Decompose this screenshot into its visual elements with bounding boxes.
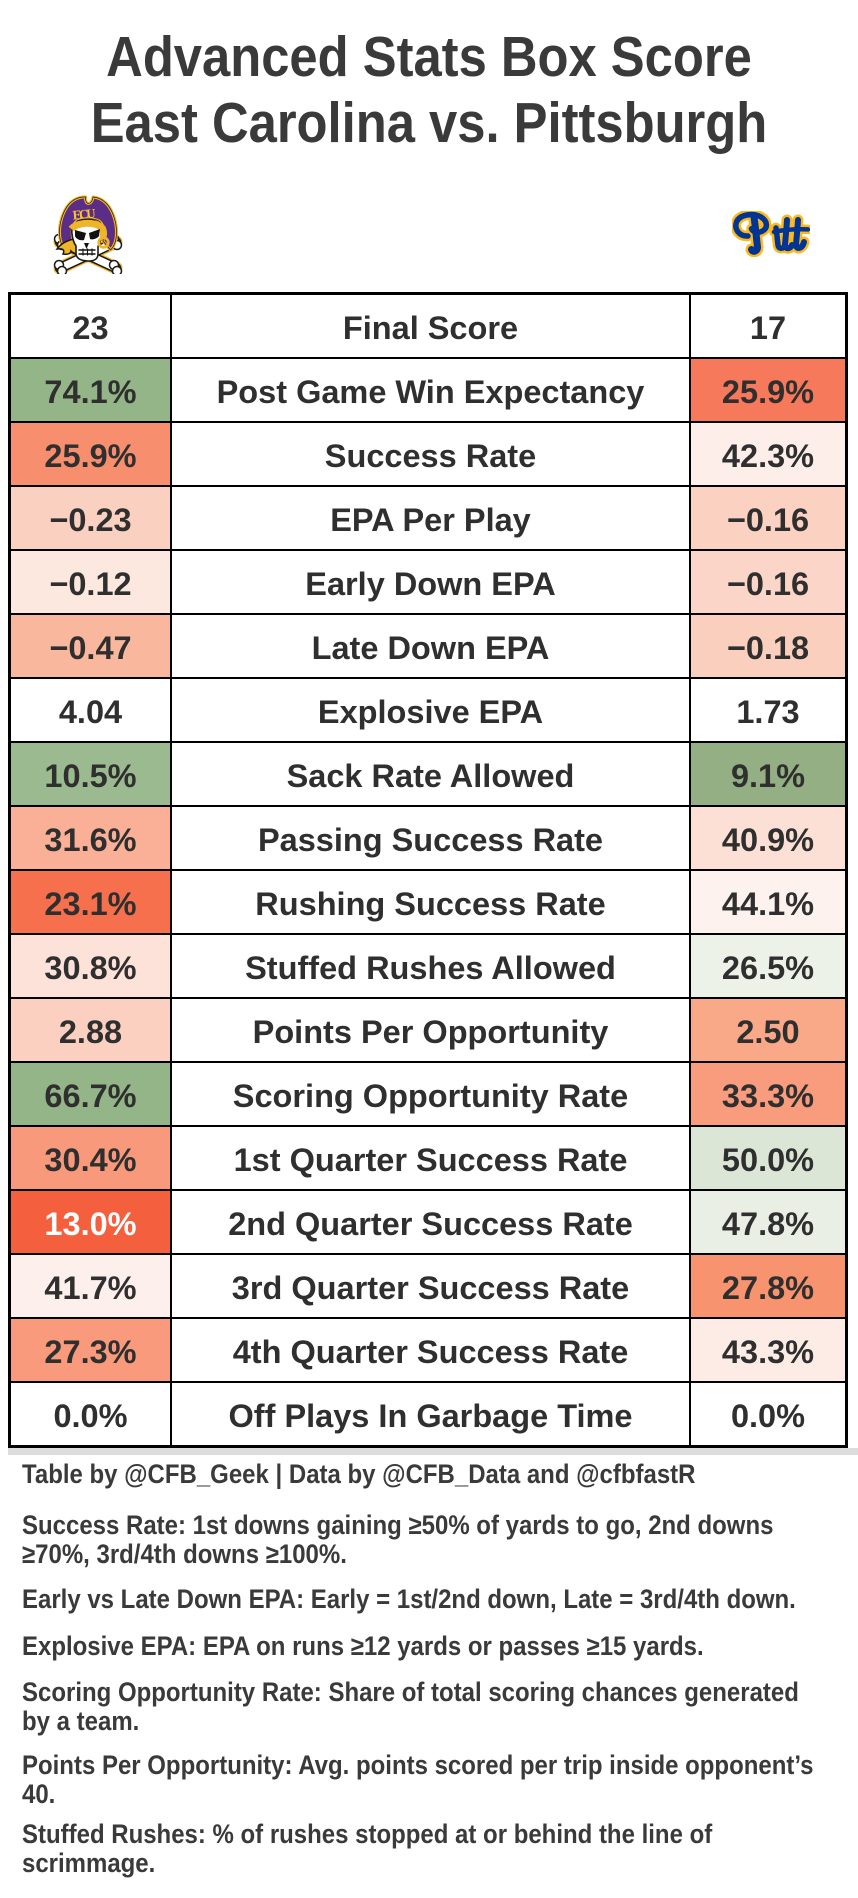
svg-text:ECU: ECU — [72, 205, 97, 222]
